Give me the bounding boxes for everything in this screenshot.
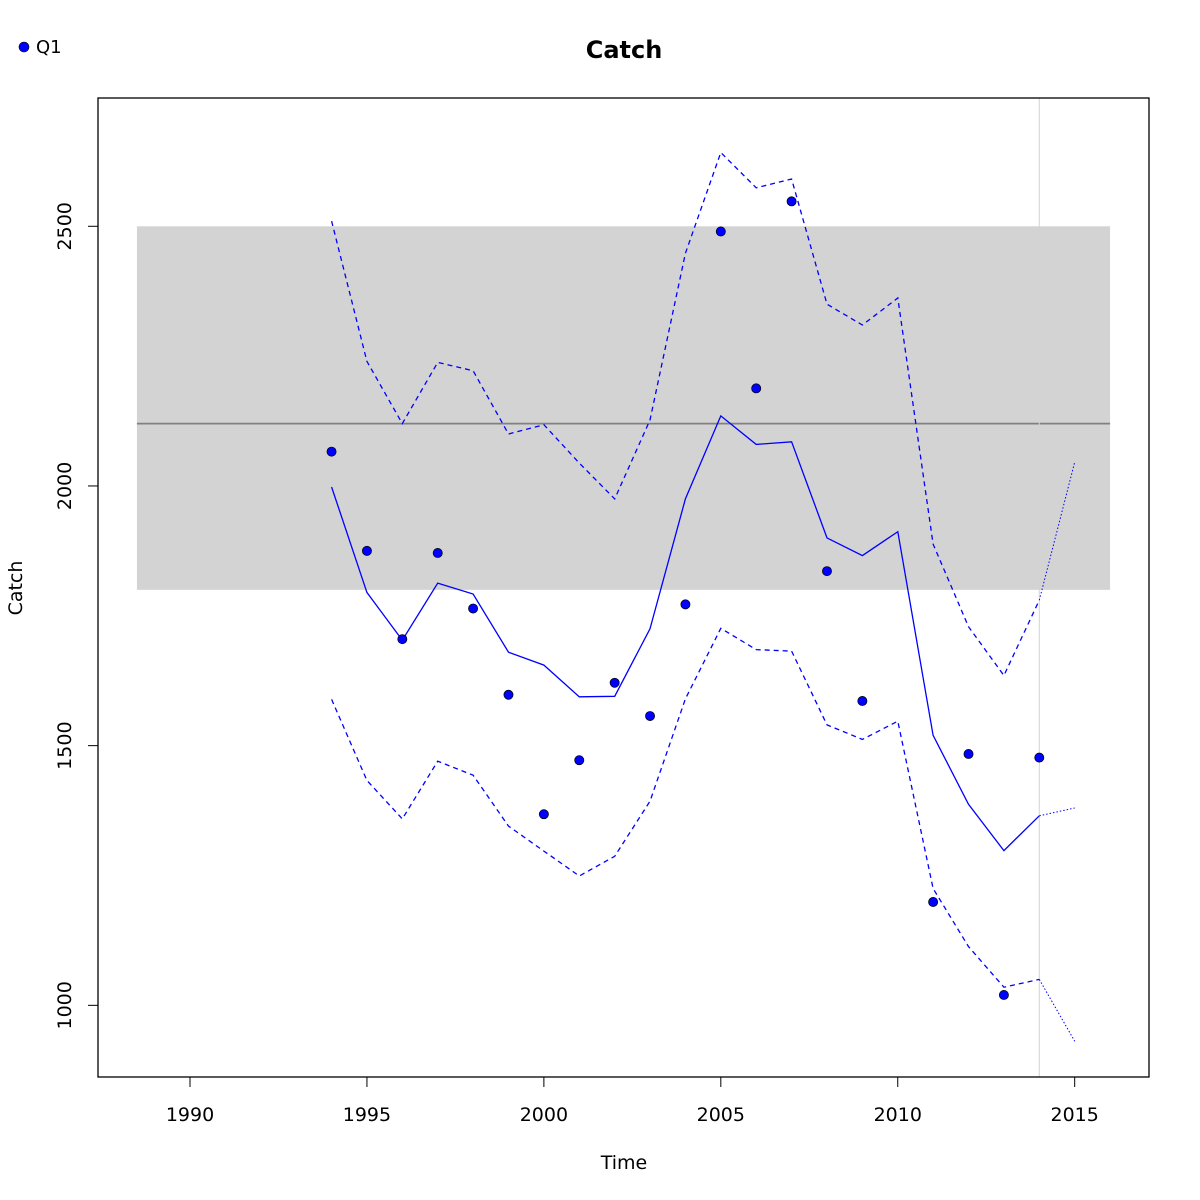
y-tick-label: 2500 [54, 202, 76, 250]
x-tick-label: 2010 [874, 1104, 922, 1126]
x-axis-label: Time [600, 1152, 648, 1174]
data-point-q1-2013 [998, 989, 1009, 1000]
series-line-projection-upper [1038, 461, 1076, 601]
x-tick-label: 2005 [697, 1104, 745, 1126]
data-point-q1-1998 [468, 603, 479, 614]
data-point-q1-2005 [715, 226, 726, 237]
data-point-q1-1994 [326, 446, 337, 457]
series-line-lower-bound [331, 627, 1040, 988]
data-point-q1-2008 [822, 566, 832, 577]
data-point-q1-2011 [928, 897, 939, 907]
series-line-projection-fitted [1039, 807, 1075, 817]
y-tick-label: 2000 [54, 462, 76, 510]
x-tick-label: 2000 [520, 1104, 568, 1126]
reference-band [136, 226, 1111, 590]
data-point-q1-2003 [645, 711, 655, 721]
data-point-q1-1995 [361, 545, 372, 556]
data-point-q1-2007 [786, 196, 797, 207]
data-point-q1-2009 [857, 696, 868, 706]
legend-marker-q1 [18, 41, 30, 53]
series-line-projection-lower [1038, 979, 1076, 1042]
y-axis-label: Catch [5, 561, 27, 616]
data-point-q1-2000 [538, 809, 549, 820]
x-tick-label: 2015 [1051, 1104, 1099, 1126]
data-point-q1-2002 [609, 677, 620, 688]
series-line-upper-bound [330, 151, 1040, 677]
y-tick-label: 1500 [54, 721, 76, 769]
y-tick-label: 1000 [54, 981, 76, 1029]
data-point-q1-2004 [680, 599, 691, 610]
data-point-q1-1999 [503, 689, 514, 700]
legend: Q1 [18, 37, 62, 58]
chart-title: Catch [586, 36, 663, 64]
data-point-q1-2001 [574, 755, 585, 766]
legend-label-q1: Q1 [36, 37, 62, 58]
x-tick-label: 1990 [166, 1104, 214, 1126]
x-tick-label: 1995 [343, 1104, 391, 1126]
data-point-q1-1996 [397, 634, 408, 645]
data-point-q1-1997 [432, 548, 443, 558]
series-line-fitted [330, 414, 1040, 852]
data-point-q1-2012 [963, 749, 974, 759]
data-point-q1-2014 [1034, 752, 1045, 763]
plot-layer [136, 98, 1111, 1077]
axis-ticks: 1990 1995 2000 2005 2010 2015 1000 1500 2000 2500 [54, 202, 1099, 1126]
data-point-q1-2006 [751, 383, 762, 394]
